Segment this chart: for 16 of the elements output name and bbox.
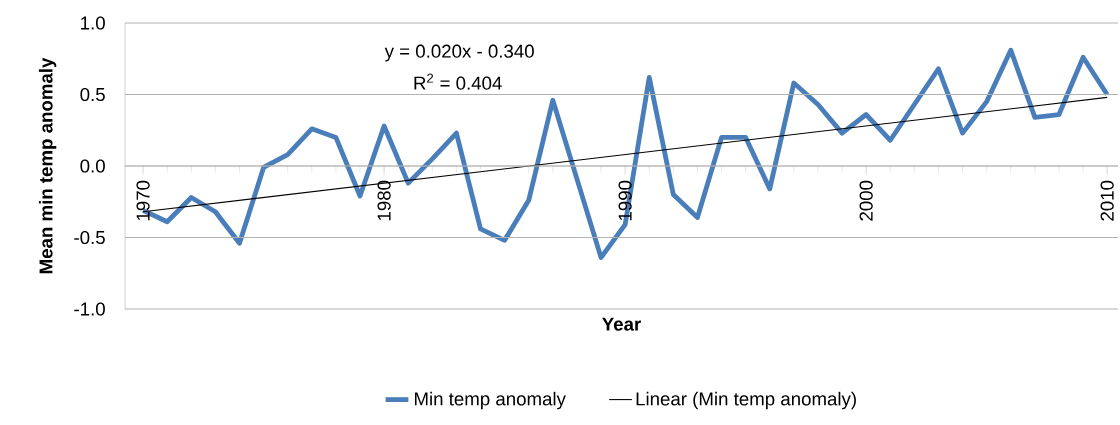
- y-tick-label: -1.0: [74, 302, 105, 316]
- y-tick-label: 0.5: [80, 87, 105, 102]
- y-axis-title: Mean min temp anomaly: [38, 57, 57, 274]
- y-tick-label: 1.0: [81, 16, 105, 30]
- x-tick-label: 1990: [618, 180, 632, 221]
- legend-label: Min temp anomaly: [414, 391, 566, 410]
- x-tick-label: 2000: [859, 180, 873, 221]
- y-tick-label: -0.5: [74, 230, 105, 245]
- x-tick-label: 1980: [377, 180, 391, 221]
- x-tick-label: 2010: [1100, 180, 1114, 221]
- legend-label: Linear (Min temp anomaly): [636, 391, 856, 410]
- x-tick-label: 1970: [136, 180, 150, 221]
- annotation: R$^{2}$ = 0.404: [414, 73, 502, 90]
- x-axis-title: Year: [602, 317, 641, 331]
- y-tick-label: 0.0: [80, 159, 105, 173]
- annotation: y = 0.020x - 0.340: [384, 44, 534, 62]
